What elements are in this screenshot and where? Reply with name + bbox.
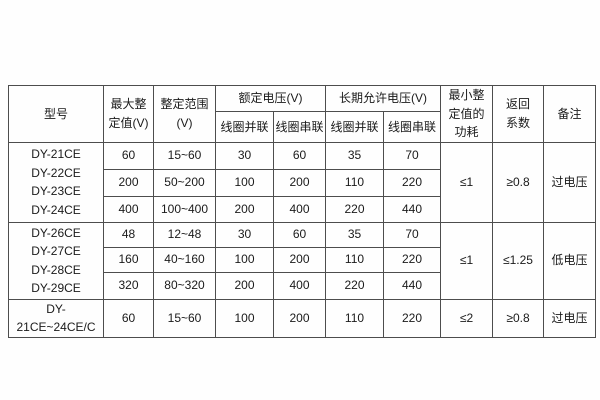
header-max-setting: 最大整 定值(V) <box>103 85 154 143</box>
header-rated-coil-series: 线圈串联 <box>273 111 326 143</box>
table-cell: 60 <box>273 141 326 170</box>
table-cell: 200 <box>273 298 326 338</box>
header-rated-voltage: 额定电压(V) <box>215 84 326 113</box>
table-cell: 200 <box>103 168 154 197</box>
table-row: 400 100~400 200 400 220 440 <box>9 195 596 223</box>
table-row: DY-21CE DY-22CE DY-23CE DY-24CE 60 15~60… <box>8 141 596 223</box>
table-cell: 80~320 <box>153 271 216 300</box>
cell-remark-group1: 过电压 <box>543 141 596 223</box>
table-cell: 30 <box>215 221 274 248</box>
header-min-power: 最小整 定值的 功耗 <box>440 85 493 143</box>
table-cell: 15~60 <box>153 298 216 338</box>
cell-models-group2: DY-26CE DY-27CE DY-28CE DY-29CE <box>8 221 104 300</box>
table-cell: 50~200 <box>153 168 216 197</box>
table-cell: 400 <box>273 195 326 223</box>
table-cell: 60 <box>273 221 326 248</box>
header-longterm-coil-parallel: 线圈并联 <box>325 111 384 143</box>
table-cell: 48 <box>103 221 154 248</box>
cell-models-group1: DY-21CE DY-22CE DY-23CE DY-24CE <box>8 141 104 223</box>
header-return-coeff: 返回 系数 <box>492 85 544 143</box>
table-cell: 70 <box>383 221 441 248</box>
relay-spec-table: 型号 最大整 定值(V) 整定范围 (V) 额定电压(V) 长期允许电压(V) … <box>8 84 596 338</box>
table-row: 320 80~320 200 400 220 440 <box>9 271 596 300</box>
cell-remark-last: 过电压 <box>543 298 596 338</box>
table-cell: 200 <box>215 195 274 223</box>
cell-remark-group2: 低电压 <box>543 221 596 300</box>
table-cell: 40~160 <box>153 246 216 273</box>
table-cell: 100 <box>215 246 274 273</box>
cell-min-power-group1: ≤1 <box>440 141 493 223</box>
header-longterm-voltage: 长期允许电压(V) <box>325 84 441 113</box>
table-cell: 320 <box>103 271 154 300</box>
table-cell: 220 <box>383 298 441 338</box>
cell-min-power-last: ≤2 <box>440 298 493 338</box>
table-cell: 440 <box>383 271 441 300</box>
header-rated-coil-parallel: 线圈并联 <box>215 111 274 143</box>
table-cell: 200 <box>273 168 326 197</box>
table-row: 160 40~160 100 200 110 220 <box>9 246 596 273</box>
cell-return-coeff-group1: ≥0.8 <box>492 141 544 223</box>
table-cell: 35 <box>325 221 384 248</box>
cell-return-coeff-last: ≥0.8 <box>492 298 544 338</box>
table-cell: 12~48 <box>153 221 216 248</box>
cell-return-coeff-group2: ≤1.25 <box>492 221 544 300</box>
cell-min-power-group2: ≤1 <box>440 221 493 300</box>
table-cell: 400 <box>103 195 154 223</box>
table-cell: 100 <box>215 168 274 197</box>
table-cell: 220 <box>325 195 384 223</box>
table-cell: 110 <box>325 168 384 197</box>
table-cell: 60 <box>103 141 154 170</box>
table-row: DY-21CE~24CE/C 60 15~60 100 200 110 220 … <box>8 298 596 338</box>
header-setting-range: 整定范围 (V) <box>153 85 216 143</box>
header-remark: 备注 <box>543 85 596 143</box>
table-row: DY-26CE DY-27CE DY-28CE DY-29CE 48 12~48… <box>8 221 596 300</box>
table-cell: 110 <box>325 246 384 273</box>
header-model: 型号 <box>8 85 104 143</box>
table-cell: 110 <box>325 298 384 338</box>
table-row: 200 50~200 100 200 110 220 <box>9 168 596 197</box>
table-cell: 35 <box>325 141 384 170</box>
table-cell: 440 <box>383 195 441 223</box>
table-cell: 220 <box>383 168 441 197</box>
table-cell: 15~60 <box>153 141 216 170</box>
header-row-1: 型号 最大整 定值(V) 整定范围 (V) 额定电压(V) 长期允许电压(V) … <box>8 84 596 143</box>
table-cell: 220 <box>325 271 384 300</box>
table-cell: 60 <box>103 298 154 338</box>
table-cell: 220 <box>383 246 441 273</box>
table-cell: 30 <box>215 141 274 170</box>
table-cell: 70 <box>383 141 441 170</box>
table-cell: 200 <box>215 271 274 300</box>
header-row-2: 线圈并联 线圈串联 线圈并联 线圈串联 <box>9 111 596 143</box>
cell-model-last: DY-21CE~24CE/C <box>8 298 104 338</box>
table-cell: 160 <box>103 246 154 273</box>
table-cell: 400 <box>273 271 326 300</box>
table-cell: 200 <box>273 246 326 273</box>
table-cell: 100~400 <box>153 195 216 223</box>
table-cell: 100 <box>215 298 274 338</box>
header-longterm-coil-series: 线圈串联 <box>383 111 441 143</box>
